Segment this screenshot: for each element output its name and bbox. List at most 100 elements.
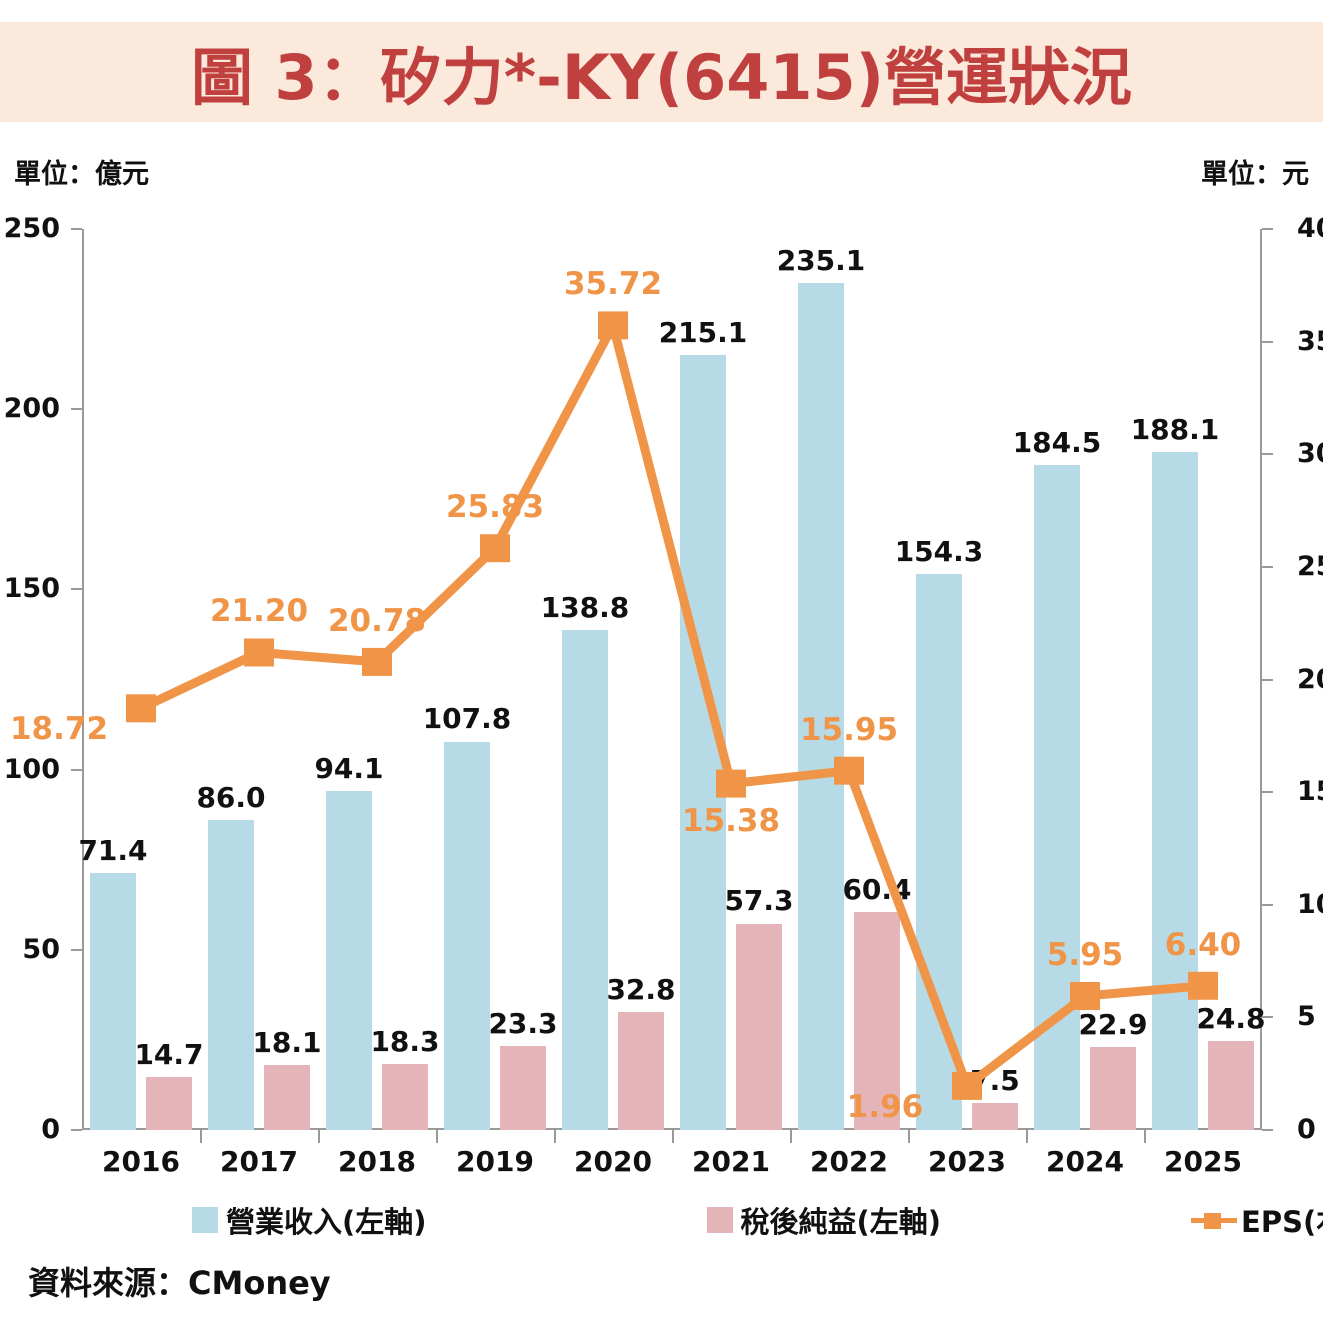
right-axis-tick-label: 35 [1297,325,1323,357]
left-axis-tick [71,1129,82,1131]
x-axis-label: 2021 [692,1145,770,1178]
right-axis-tick [1262,340,1273,343]
title-band [0,22,1323,122]
legend-item-profit[interactable]: 稅後純益(左軸) [706,1199,942,1241]
legend-line-marker-eps-icon [1191,1207,1238,1233]
plot-frame [82,229,1262,1130]
bar-value-label: 184.5 [1012,426,1102,460]
bar-value-label: 94.1 [314,751,384,785]
eps-value-label: 35.72 [563,266,663,303]
right-axis-tick-label: 25 [1297,550,1323,582]
x-axis-tick [908,1130,910,1143]
bar-profit[interactable] [1208,1040,1254,1130]
bar-value-label: 24.8 [1196,1001,1266,1035]
bar-revenue[interactable] [326,790,372,1130]
right-axis-tick-label: 0 [1297,1114,1316,1145]
eps-value-label: 20.78 [327,602,427,639]
x-axis-label: 2018 [338,1145,416,1178]
left-axis-tick-label: 250 [3,213,60,244]
right-axis-tick [1262,228,1273,230]
x-axis-tick [436,1130,438,1143]
bar-value-label: 215.1 [658,315,748,349]
right-axis-tick [1262,678,1273,681]
legend: 營業收入(左軸) 稅後純益(左軸) EPS(右軸) [82,1197,1323,1243]
left-axis-tick [71,408,82,411]
x-axis-label: 2020 [574,1145,652,1178]
right-axis-tick-label: 5 [1297,1001,1316,1033]
bar-profit[interactable] [972,1102,1018,1130]
bar-profit[interactable] [618,1011,664,1130]
right-axis-tick [1262,1016,1273,1019]
eps-value-label: 25.83 [445,489,545,526]
bar-profit[interactable] [264,1064,310,1130]
right-axis-tick-label: 20 [1297,663,1323,695]
eps-value-label: 5.95 [1046,936,1124,973]
eps-value-label: 1.96 [846,1088,924,1125]
legend-item-revenue[interactable]: 營業收入(左軸) [192,1199,427,1241]
x-axis-tick [790,1130,792,1143]
x-axis-label: 2019 [456,1145,534,1178]
right-axis-tick [1262,903,1273,906]
eps-value-label: 21.20 [209,593,309,630]
x-axis-label: 2023 [928,1145,1006,1178]
eps-value-label: 15.95 [799,711,899,748]
legend-item-eps[interactable]: EPS(右軸) [1191,1199,1323,1241]
right-axis-unit-label: 單位：元 [1201,159,1309,190]
right-axis-tick-label: 30 [1297,438,1323,470]
legend-label-profit: 稅後純益(左軸) [740,1205,942,1239]
bar-profit[interactable] [382,1064,428,1130]
left-axis-tick [71,588,82,591]
left-axis-tick-label: 150 [3,573,60,605]
bar-revenue[interactable] [798,282,844,1130]
bar-revenue[interactable] [916,573,962,1130]
x-axis-label: 2022 [810,1145,888,1178]
bar-revenue[interactable] [562,629,608,1130]
x-axis-label: 2024 [1046,1145,1124,1178]
right-axis-tick [1262,453,1273,456]
bar-value-label: 71.4 [78,833,148,867]
left-axis-tick [71,228,82,230]
bar-profit[interactable] [146,1077,192,1130]
x-axis-tick [318,1130,320,1143]
x-axis-label: 2017 [220,1145,298,1178]
bar-profit[interactable] [1090,1047,1136,1130]
left-axis-tick [71,948,82,951]
right-axis-tick-label: 10 [1297,888,1323,920]
x-axis-tick [200,1130,202,1143]
right-axis-tick-label: 40 [1297,213,1323,244]
right-axis-tick [1262,791,1273,794]
x-axis-tick [1026,1130,1028,1143]
bar-value-label: 188.1 [1130,413,1220,447]
right-axis-tick [1262,565,1273,568]
bar-revenue[interactable] [90,872,136,1130]
left-axis-tick-label: 0 [41,1114,60,1145]
x-axis-label: 2025 [1164,1145,1242,1178]
x-axis-tick [672,1130,674,1143]
left-axis-unit-label: 單位：億元 [14,159,149,190]
left-axis-tick [71,768,82,771]
left-axis-tick-label: 200 [3,393,60,425]
page-title: 圖 3：矽力*-KY(6415)營運狀況 [190,41,1133,114]
legend-label-eps: EPS(右軸) [1241,1205,1323,1239]
bar-value-label: 154.3 [894,534,984,568]
bar-value-label: 235.1 [776,243,866,277]
bar-profit[interactable] [736,923,782,1130]
bar-revenue[interactable] [444,741,490,1130]
right-axis-tick [1262,1129,1273,1131]
eps-value-label: 15.38 [681,802,781,839]
right-axis-tick-label: 15 [1297,776,1323,808]
eps-value-label: 6.40 [1164,926,1242,963]
bar-revenue[interactable] [208,820,254,1130]
bar-profit[interactable] [500,1046,546,1130]
eps-value-label: 18.72 [9,711,109,748]
bar-value-label: 138.8 [540,590,630,624]
left-axis-tick-label: 100 [3,753,60,785]
x-axis-tick [554,1130,556,1143]
x-axis-tick [1144,1130,1146,1143]
bar-value-label: 107.8 [422,702,512,736]
bar-revenue[interactable] [680,354,726,1130]
bar-value-label: 86.0 [196,781,266,815]
x-axis-label: 2016 [102,1145,180,1178]
